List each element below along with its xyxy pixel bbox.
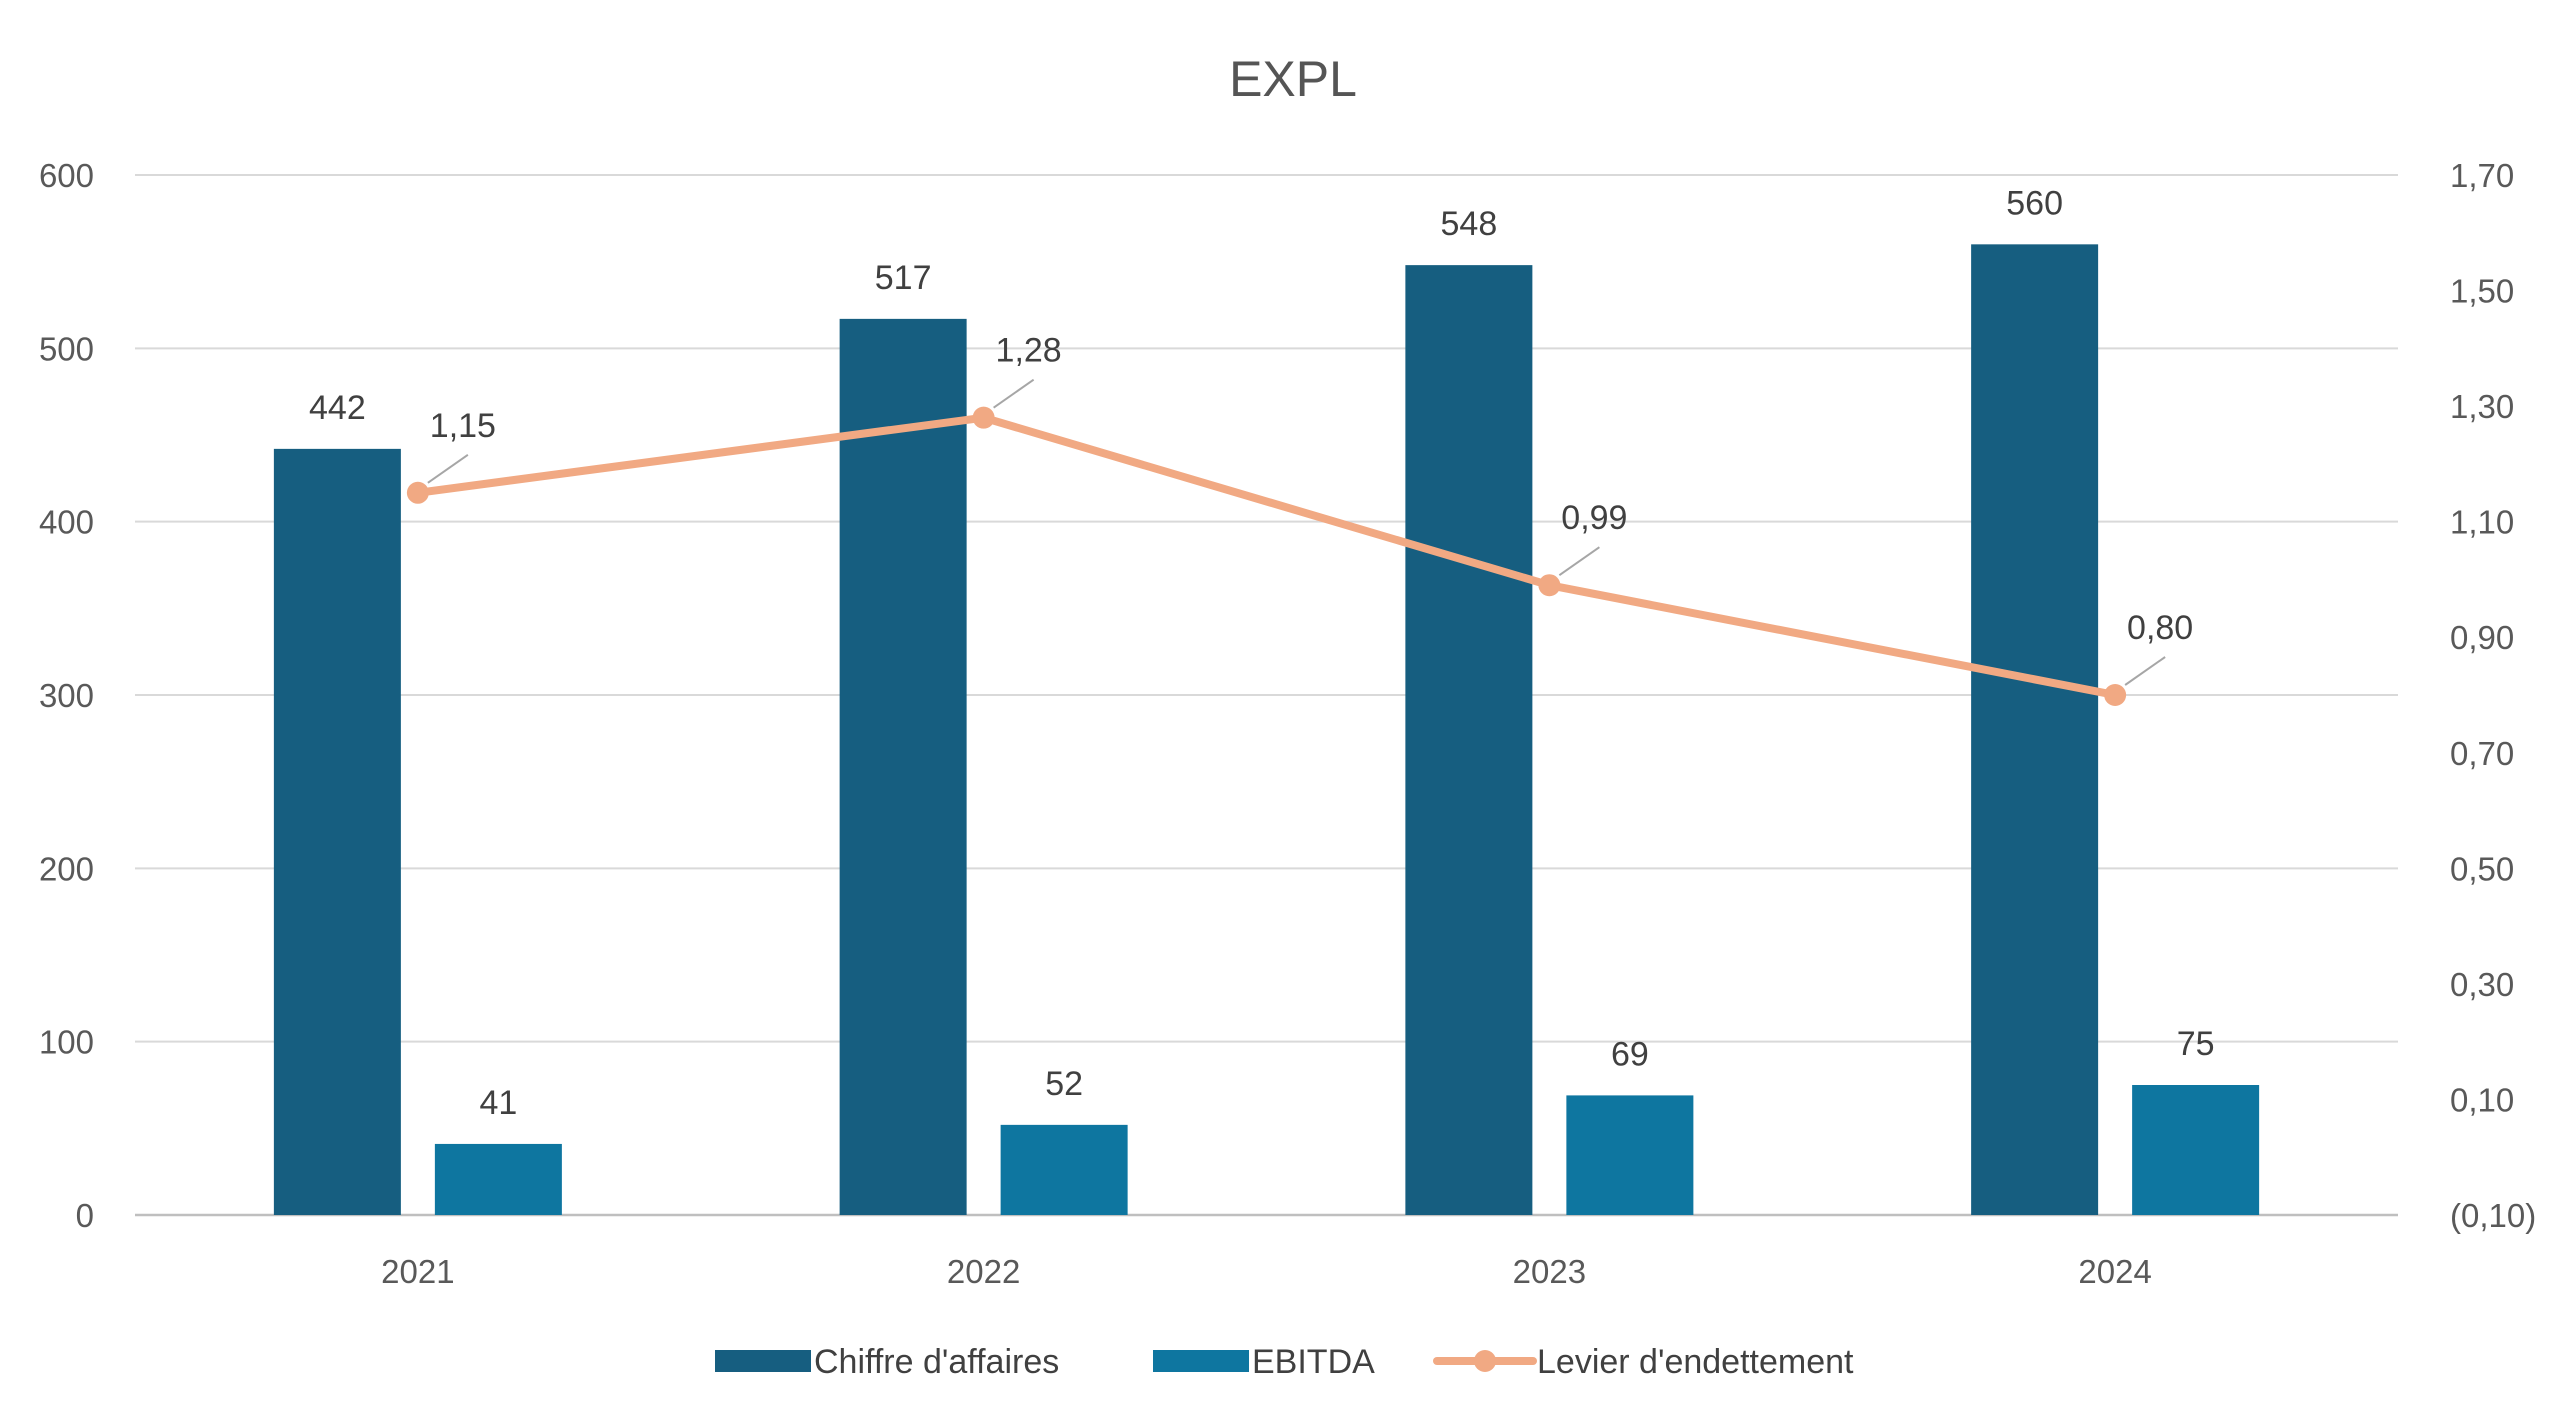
left-tick-label: 600 [39, 157, 94, 194]
legend-label-levier-endettement: Levier d'endettement [1537, 1343, 1854, 1381]
data-label-chiffre-affaires: 560 [2006, 184, 2063, 222]
data-label-ebitda: 75 [2177, 1025, 2215, 1063]
bar-chiffre-affaires [1405, 265, 1533, 1216]
legend-label-chiffre-affaires: Chiffre d'affaires [814, 1343, 1059, 1381]
marker-levier-endettement [972, 406, 995, 429]
leader-line [993, 378, 1035, 409]
bar-chiffre-affaires [1971, 244, 2099, 1216]
data-label-levier-endettement: 0,99 [1561, 499, 1627, 537]
right-y-axis: (0,10) 0,10 0,30 0,50 0,70 0,90 1,10 1,30 1,50 1,… [2450, 157, 2536, 1234]
bar-chiffre-affaires [839, 318, 967, 1215]
x-axis: 2021 2022 2023 2024 [381, 1253, 2152, 1290]
legend: Chiffre d'affaires EBITDA Levier d'endette… [715, 1343, 1854, 1381]
right-tick-label: 1,30 [2450, 388, 2514, 425]
marker-levier-endettement [406, 481, 429, 504]
x-tick-label: 2023 [1513, 1253, 1586, 1290]
right-tick-label: 0,50 [2450, 850, 2514, 887]
left-y-axis: 0 100 200 300 400 500 600 [39, 157, 94, 1234]
leader-line [1558, 546, 1600, 577]
bar-ebitda [2132, 1085, 2260, 1215]
left-tick-label: 400 [39, 504, 94, 541]
data-label-levier-endettement: 1,15 [430, 407, 496, 445]
left-tick-label: 200 [39, 850, 94, 887]
right-tick-label: 1,50 [2450, 273, 2514, 310]
data-label-chiffre-affaires: 442 [309, 389, 366, 427]
line-levier-endettement [413, 413, 2120, 699]
right-tick-label: 1,70 [2450, 157, 2514, 194]
bar-ebitda [1566, 1095, 1694, 1215]
bar-ebitda [434, 1143, 562, 1215]
data-label-ebitda: 69 [1611, 1035, 1649, 1073]
chart-title: EXPL [1229, 51, 1357, 107]
right-tick-label: (0,10) [2450, 1197, 2536, 1234]
legend-marker-levier-endettement [1474, 1350, 1496, 1372]
leader-line [2124, 656, 2166, 686]
right-tick-label: 0,10 [2450, 1081, 2514, 1118]
right-tick-label: 0,70 [2450, 735, 2514, 772]
marker-levier-endettement [1538, 574, 1561, 597]
data-label-levier-endettement: 1,28 [996, 332, 1062, 370]
x-tick-label: 2021 [381, 1253, 454, 1290]
left-tick-label: 0 [76, 1197, 94, 1234]
bar-series: 442 41 517 52 548 69 560 75 [273, 184, 2260, 1216]
x-tick-label: 2022 [947, 1253, 1020, 1290]
bar-ebitda [1000, 1124, 1128, 1215]
data-label-chiffre-affaires: 517 [875, 259, 932, 297]
left-tick-label: 100 [39, 1024, 94, 1061]
right-tick-label: 1,10 [2450, 504, 2514, 541]
leader-line [427, 453, 469, 484]
marker-levier-endettement [2104, 684, 2127, 706]
right-tick-label: 0,90 [2450, 619, 2514, 656]
left-tick-label: 500 [39, 330, 94, 367]
bar-chiffre-affaires [273, 448, 401, 1215]
legend-swatch-ebitda [1153, 1350, 1249, 1372]
data-label-ebitda: 41 [479, 1084, 517, 1122]
data-label-levier-endettement: 0,80 [2127, 609, 2193, 647]
right-tick-label: 0,30 [2450, 966, 2514, 1003]
legend-label-ebitda: EBITDA [1252, 1343, 1375, 1381]
data-label-chiffre-affaires: 548 [1441, 205, 1498, 243]
data-label-ebitda: 52 [1045, 1065, 1083, 1103]
left-tick-label: 300 [39, 677, 94, 714]
legend-swatch-chiffre-affaires [715, 1350, 811, 1372]
line-series: 1,15 1,28 0,99 0,80 [406, 332, 2193, 706]
x-tick-label: 2024 [2078, 1253, 2151, 1290]
